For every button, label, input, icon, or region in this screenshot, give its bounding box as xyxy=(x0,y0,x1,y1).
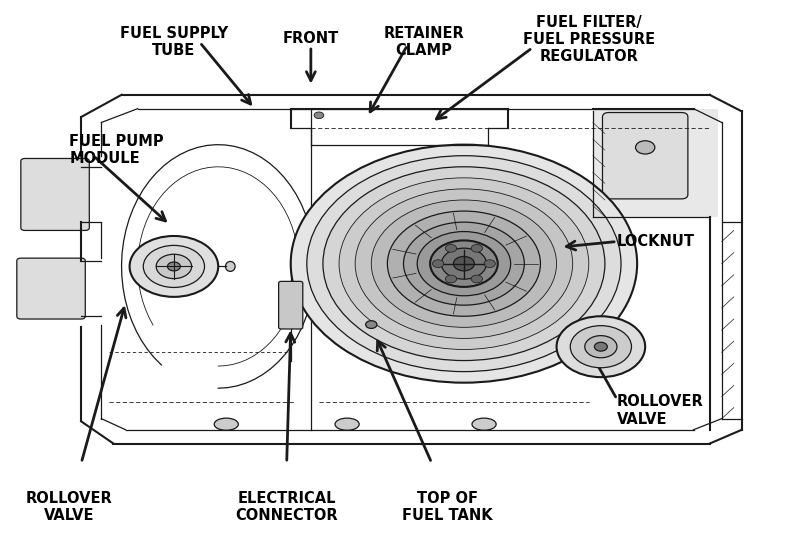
Text: ROLLOVER
VALVE: ROLLOVER VALVE xyxy=(617,394,704,427)
Circle shape xyxy=(144,245,204,287)
Circle shape xyxy=(168,262,180,271)
Circle shape xyxy=(404,222,525,305)
Circle shape xyxy=(445,275,457,283)
Text: LOCKNUT: LOCKNUT xyxy=(617,234,695,249)
Text: TOP OF
FUEL TANK: TOP OF FUEL TANK xyxy=(403,491,493,523)
Circle shape xyxy=(339,178,589,350)
FancyBboxPatch shape xyxy=(21,159,90,230)
Circle shape xyxy=(417,231,511,296)
Circle shape xyxy=(484,260,495,268)
Circle shape xyxy=(323,167,605,361)
Circle shape xyxy=(571,326,632,368)
Circle shape xyxy=(471,244,483,252)
Ellipse shape xyxy=(335,418,359,430)
Circle shape xyxy=(366,321,377,329)
Text: FUEL FILTER/
FUEL PRESSURE
REGULATOR: FUEL FILTER/ FUEL PRESSURE REGULATOR xyxy=(523,14,654,64)
FancyBboxPatch shape xyxy=(278,281,303,329)
Circle shape xyxy=(471,275,483,283)
Circle shape xyxy=(585,336,617,358)
Text: FUEL PUMP
MODULE: FUEL PUMP MODULE xyxy=(69,134,164,166)
FancyBboxPatch shape xyxy=(17,258,86,319)
Circle shape xyxy=(441,248,487,279)
Text: FUEL SUPPLY
TUBE: FUEL SUPPLY TUBE xyxy=(119,26,228,58)
Circle shape xyxy=(371,200,557,327)
Ellipse shape xyxy=(225,261,235,271)
Ellipse shape xyxy=(214,418,238,430)
Text: ROLLOVER
VALVE: ROLLOVER VALVE xyxy=(26,491,112,523)
Text: FRONT: FRONT xyxy=(282,31,339,46)
Circle shape xyxy=(636,141,654,154)
Circle shape xyxy=(430,240,498,287)
Circle shape xyxy=(307,156,621,372)
Circle shape xyxy=(445,244,457,252)
Circle shape xyxy=(595,342,608,351)
Text: RETAINER
CLAMP: RETAINER CLAMP xyxy=(383,26,464,58)
Circle shape xyxy=(314,112,324,119)
Circle shape xyxy=(454,256,475,271)
FancyBboxPatch shape xyxy=(603,113,688,199)
Ellipse shape xyxy=(472,418,496,430)
Circle shape xyxy=(355,189,573,339)
FancyBboxPatch shape xyxy=(593,109,717,216)
Circle shape xyxy=(387,211,541,316)
Circle shape xyxy=(557,316,645,377)
Circle shape xyxy=(130,236,218,297)
Circle shape xyxy=(157,254,191,279)
Circle shape xyxy=(433,260,444,268)
Circle shape xyxy=(291,145,638,383)
Text: ELECTRICAL
CONNECTOR: ELECTRICAL CONNECTOR xyxy=(236,491,338,523)
